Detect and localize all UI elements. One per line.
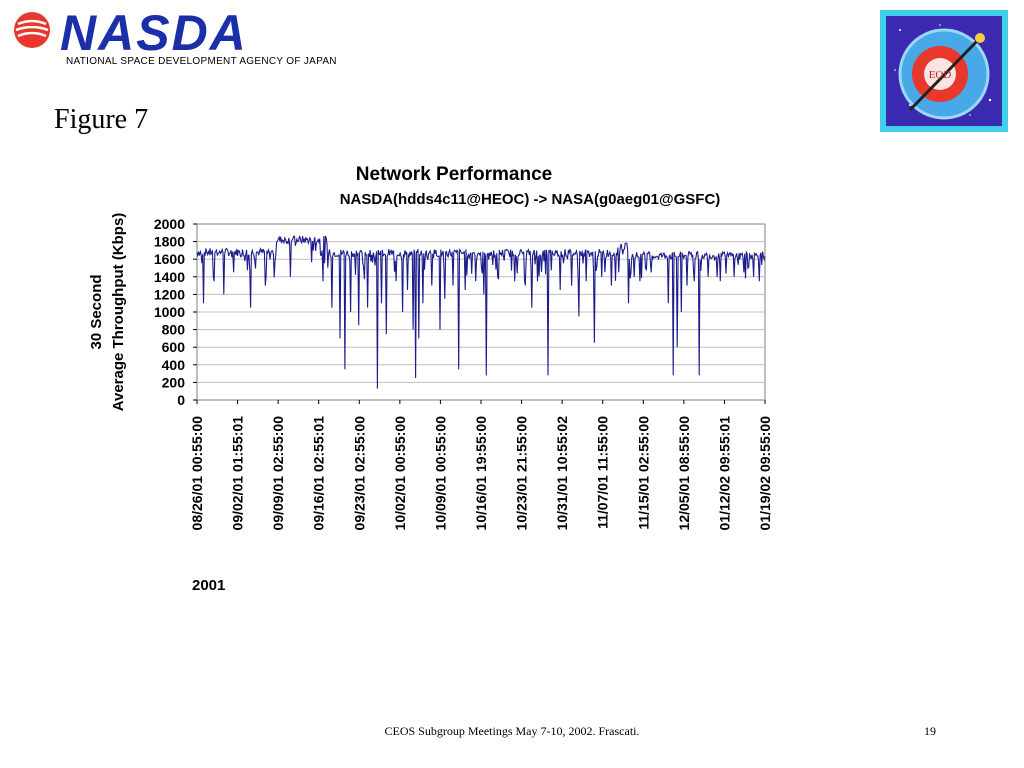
eos-badge-icon: EOD — [880, 10, 1008, 132]
x-tick-label-4: 09/23/01 02:55:00 — [351, 416, 367, 531]
y-tick-label-2000: 2000 — [154, 216, 185, 232]
nasda-logo: NASDA NATIONAL SPACE DEVELOPMENT AGENCY … — [12, 5, 342, 70]
y-tick-label-1000: 1000 — [154, 304, 185, 320]
x-tick-label-11: 11/15/01 02:55:00 — [635, 416, 651, 530]
chart-title: Network Performance — [356, 164, 552, 185]
x-tick-label-7: 10/16/01 19:55:00 — [473, 416, 489, 531]
y-axis-label-line2: Average Throughput (Kbps) — [110, 213, 127, 412]
x-tick-label-0: 08/26/01 00:55:00 — [189, 416, 205, 531]
x-tick-label-6: 10/09/01 00:55:00 — [432, 416, 448, 531]
y-tick-label-1600: 1600 — [154, 251, 185, 267]
y-tick-label-400: 400 — [162, 357, 186, 373]
y-tick-label-200: 200 — [162, 374, 186, 390]
y-tick-label-1200: 1200 — [154, 286, 185, 302]
y-tick-label-800: 800 — [162, 322, 186, 338]
y-tick-label-600: 600 — [162, 339, 186, 355]
agency-name: NATIONAL SPACE DEVELOPMENT AGENCY OF JAP… — [66, 56, 337, 67]
x-tick-label-14: 01/19/02 09:55:00 — [757, 416, 773, 531]
y-axis-label-line1: 30 Second — [88, 274, 105, 349]
nasda-wordmark: NASDA — [60, 5, 248, 61]
figure-label: Figure 7 — [54, 104, 149, 135]
y-tick-label-0: 0 — [177, 392, 185, 408]
page-number: 19 — [924, 724, 936, 738]
x-tick-label-10: 11/07/01 11:55:00 — [595, 416, 611, 529]
x-tick-label-12: 12/05/01 08:55:00 — [676, 416, 692, 531]
chart-subtitle: NASDA(hdds4c11@HEOC) -> NASA(g0aeg01@GSF… — [340, 191, 721, 208]
x-tick-label-3: 09/16/01 02:55:01 — [311, 416, 327, 531]
y-tick-label-1400: 1400 — [154, 269, 185, 285]
throughput-series-line — [196, 235, 766, 389]
y-tick-label-1800: 1800 — [154, 234, 185, 250]
footer-text: CEOS Subgroup Meetings May 7-10, 2002. F… — [384, 724, 640, 738]
throughput-chart: Network Performance NASDA(hdds4c11@HEOC)… — [88, 164, 773, 594]
x-tick-label-2: 09/09/01 02:55:00 — [270, 416, 286, 531]
x-tick-label-5: 10/02/01 00:55:00 — [392, 416, 408, 531]
x-tick-label-9: 10/31/01 10:55:02 — [554, 416, 570, 531]
nasda-sun-icon — [14, 12, 50, 48]
x-tick-label-13: 01/12/02 09:55:01 — [716, 416, 732, 531]
x-axis-label: 2001 — [192, 577, 225, 594]
x-tick-label-1: 09/02/01 01:55:01 — [230, 416, 246, 531]
x-tick-label-8: 10/23/01 21:55:00 — [514, 416, 530, 531]
badge-text: EOD — [929, 69, 952, 81]
